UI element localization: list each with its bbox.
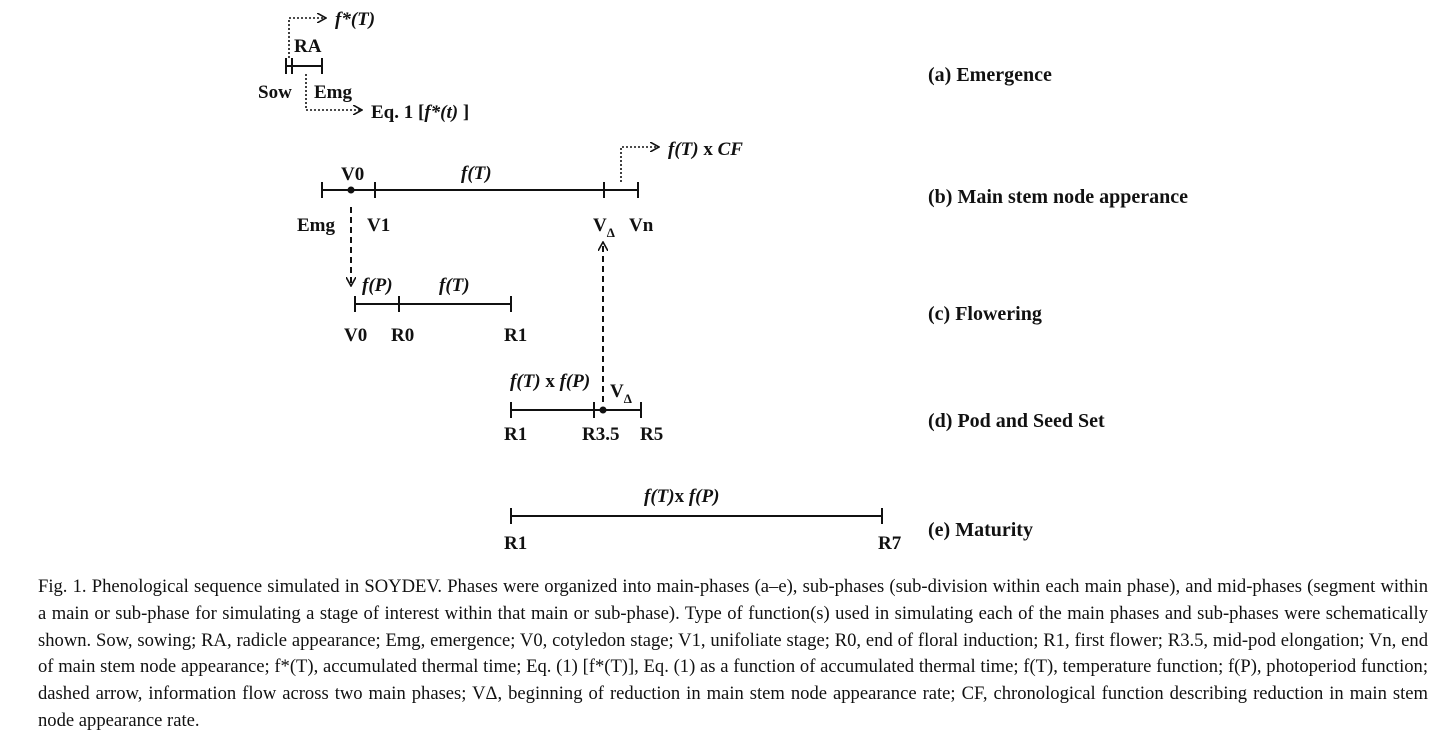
accumulated-thermal-time-label: f*(T) <box>335 9 375 30</box>
r0-tick-label: R0 <box>391 325 414 346</box>
figure-caption: Fig. 1. Phenological sequence simulated … <box>38 576 1428 731</box>
row-emergence: f*(T) RA Sow Emg Eq. 1 [f*(t) ] <box>258 9 469 123</box>
phase-flowering-title: (c) Flowering <box>928 303 1042 325</box>
v-delta-dot <box>599 406 607 414</box>
equation-arrow <box>305 74 361 110</box>
maturity-function-label: f(T)x f(P) <box>644 486 719 507</box>
row-main-stem: V0 f(T) f(T) x CF Emg V1 VΔ Vn <box>297 139 743 240</box>
phase-maturity-title: (e) Maturity <box>928 519 1033 541</box>
phenology-diagram: f*(T) RA Sow Emg Eq. 1 [f*(t) ] V0 f(T) … <box>258 9 1188 554</box>
v-delta-tick-label: VΔ <box>593 215 615 240</box>
radicle-appearance-label: RA <box>294 36 322 57</box>
row-maturity: f(T)x f(P) R1 R7 <box>504 486 902 554</box>
cf-function-label: f(T) x CF <box>668 139 743 160</box>
row-pod-seed-set: f(T) x f(P) VΔ R1 R3.5 R5 <box>504 371 663 445</box>
v0-node-dot <box>347 186 355 194</box>
r5-tick-label: R5 <box>640 424 663 445</box>
photoperiod-function-label: f(P) <box>362 275 393 296</box>
row-flowering: f(P) f(T) V0 R0 R1 <box>344 275 527 346</box>
phase-main-stem-title: (b) Main stem node apperance <box>928 186 1188 208</box>
v-delta-marker-label: VΔ <box>610 381 632 406</box>
sow-label: Sow <box>258 82 292 103</box>
vn-tick-label: Vn <box>629 215 654 236</box>
emg-label: Emg <box>314 82 353 103</box>
r1-pod-tick-label: R1 <box>504 424 527 445</box>
r7-tick-label: R7 <box>878 533 902 554</box>
cf-arrow <box>620 147 658 182</box>
thermal-time-arrow <box>288 18 325 58</box>
r35-tick-label: R3.5 <box>582 424 619 445</box>
pod-function-label: f(T) x f(P) <box>510 371 590 392</box>
v1-tick-label: V1 <box>367 215 390 236</box>
v0-tick-label: V0 <box>344 325 367 346</box>
equation-label: Eq. 1 [f*(t) ] <box>371 102 469 123</box>
phase-pod-seed-title: (d) Pod and Seed Set <box>928 410 1105 432</box>
v0-label-main: V0 <box>341 164 364 185</box>
emg-tick-label: Emg <box>297 215 336 236</box>
phase-emergence-title: (a) Emergence <box>928 64 1052 86</box>
r1-maturity-tick-label: R1 <box>504 533 527 554</box>
flowering-temperature-label: f(T) <box>439 275 470 296</box>
r1-flowering-tick-label: R1 <box>504 325 527 346</box>
temperature-function-label: f(T) <box>461 163 492 184</box>
